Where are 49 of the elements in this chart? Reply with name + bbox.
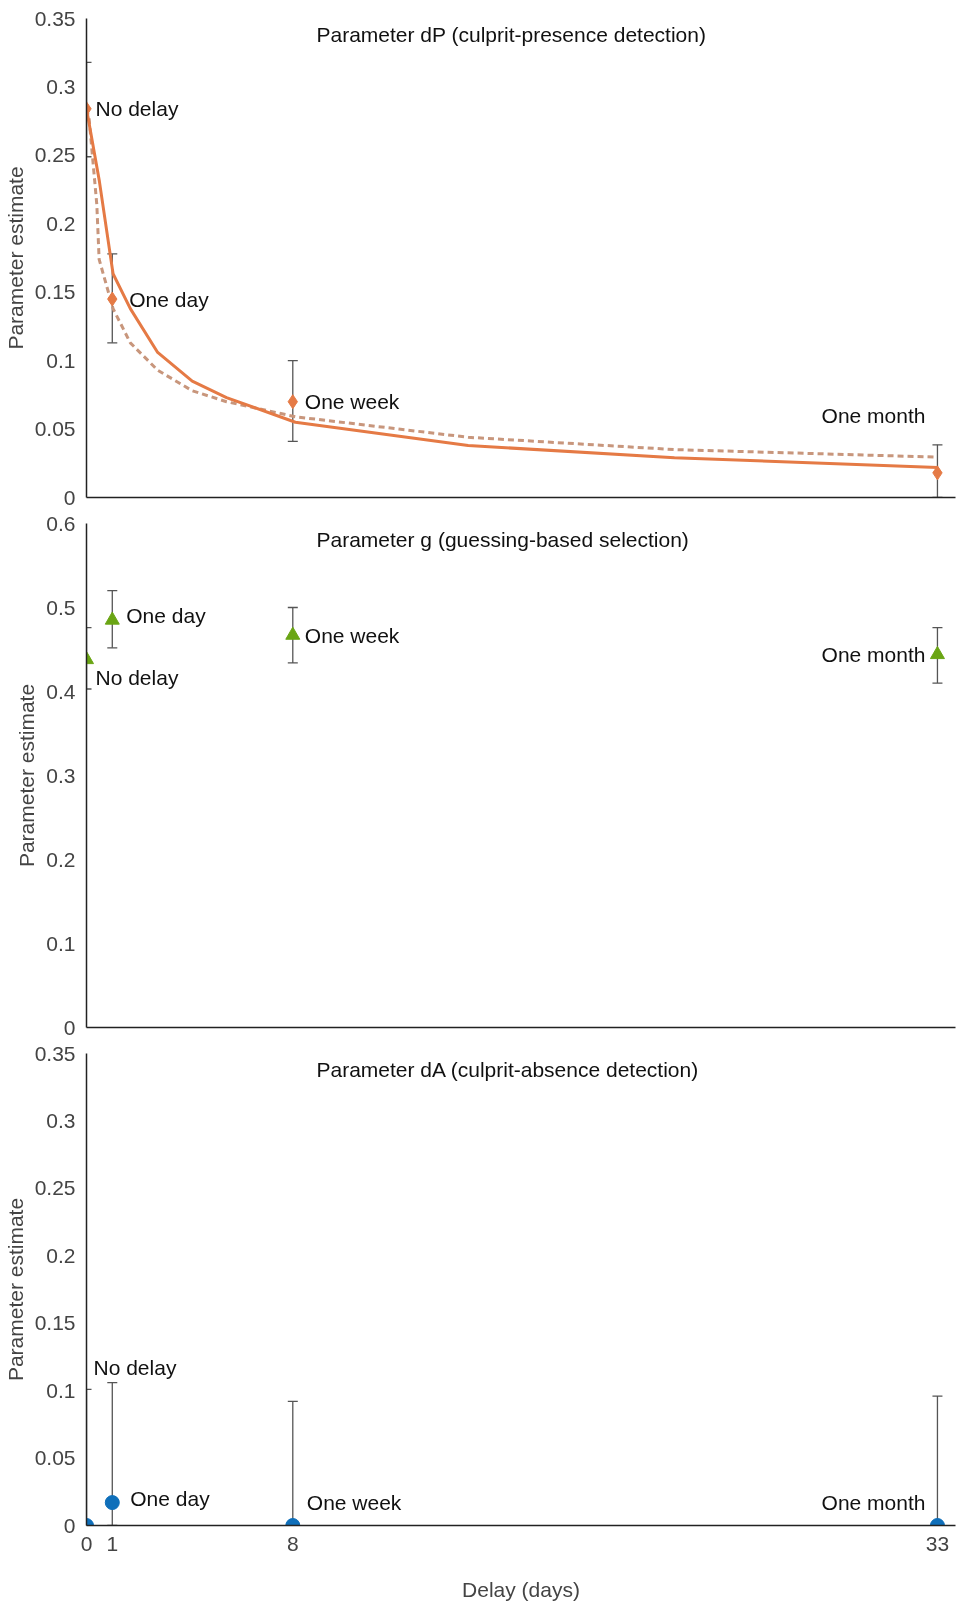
y-tick-label: 0.15: [34, 280, 76, 304]
point: [929, 645, 945, 660]
point: [285, 626, 301, 640]
y-tick-label: 0.3: [46, 1108, 76, 1132]
y-tick-label: 0.25: [34, 143, 76, 167]
y-tick-label: 0.15: [34, 1311, 76, 1335]
y-axis-title: Parameter estimate: [3, 1197, 27, 1382]
y-tick-label: 0.25: [34, 1176, 76, 1200]
annotation: No delay: [95, 666, 179, 690]
annotation: One week: [304, 623, 400, 647]
y-tick-label: 0.05: [34, 417, 76, 441]
y-tick-label: 0.2: [46, 847, 76, 871]
annotation: No delay: [95, 97, 179, 121]
y-tick-label: 0.1: [46, 1378, 76, 1402]
annotation: One month: [821, 1491, 926, 1514]
y-tick-label: 0.35: [34, 6, 76, 30]
point: [104, 611, 120, 625]
annotation: One week: [304, 390, 400, 414]
annotation: One day: [126, 603, 207, 627]
y-tick-label: 0.2: [46, 211, 76, 235]
y-tick-label: 0.05: [34, 1446, 76, 1470]
y-tick-label: 0.1: [46, 348, 76, 372]
chart-title: Parameter dP (culprit-presence detection): [316, 22, 706, 46]
y-tick-label: 0.1: [46, 931, 76, 955]
annotation: One week: [306, 1491, 402, 1514]
annotation: One month: [821, 643, 926, 667]
y-tick-label: 0.2: [46, 1243, 76, 1267]
x-axis-title: Delay (days): [462, 1577, 580, 1601]
chart-title: Parameter dA (culprit-absence detection): [316, 1057, 699, 1081]
y-tick-label: 0.3: [46, 763, 76, 787]
y-tick-label: 0.35: [34, 1041, 76, 1065]
y-tick-label: 0.3: [46, 74, 76, 98]
y-tick-label: 0: [63, 1015, 76, 1039]
annotation: No delay: [93, 1355, 177, 1379]
x-tick-label: 0: [80, 1531, 93, 1555]
annotation: One day: [129, 287, 210, 311]
y-tick-label: 0: [63, 485, 76, 509]
x-tick-label: 8: [286, 1531, 299, 1555]
y-axis-title: Parameter estimate: [15, 683, 39, 868]
x-tick-label: 1: [106, 1531, 119, 1555]
x-tick-label: 33: [925, 1531, 950, 1555]
y-axis-title: Parameter estimate: [3, 166, 27, 350]
chart-title: Parameter g (guessing-based selection): [316, 527, 689, 551]
y-tick-label: 0.4: [46, 679, 76, 703]
y-tick-label: 0.6: [46, 511, 76, 535]
annotation: One month: [821, 404, 926, 428]
annotation: One day: [130, 1487, 211, 1511]
y-tick-label: 0: [63, 1513, 76, 1537]
y-tick-label: 0.5: [46, 595, 76, 619]
